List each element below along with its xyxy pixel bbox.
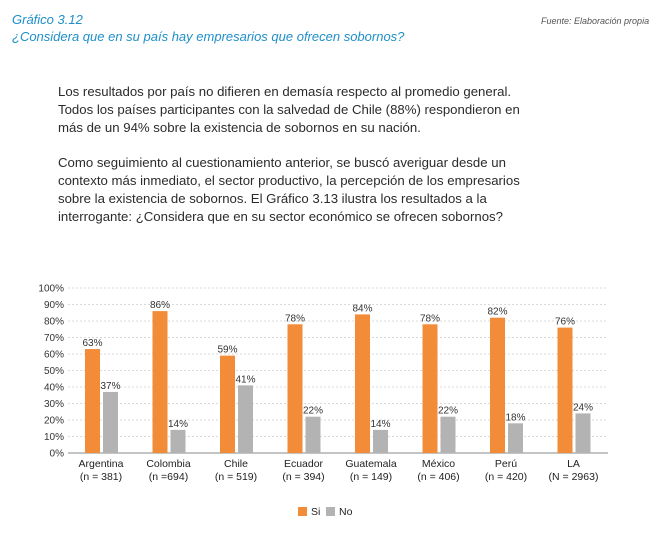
data-label: 86% <box>150 300 170 311</box>
data-label: 59% <box>217 345 237 356</box>
legend-label-si: Si <box>311 506 320 518</box>
category-sample-size: (n = 519) <box>215 471 257 483</box>
legend-label-no: No <box>339 506 353 518</box>
bar-no-3 <box>305 416 321 453</box>
y-tick-label: 70% <box>44 333 64 344</box>
category-label: Guatemala <box>345 458 397 470</box>
data-label: 78% <box>285 313 305 324</box>
figure-question: ¿Considera que en su país hay empresario… <box>12 29 405 44</box>
category-label: Ecuador <box>284 458 324 470</box>
bar-no-6 <box>508 423 523 453</box>
y-tick-label: 90% <box>44 300 64 311</box>
figure-source: Fuente: Elaboración propia <box>541 16 650 26</box>
y-tick-label: 10% <box>44 432 64 443</box>
bar-si-6 <box>490 317 505 453</box>
legend-swatch-no <box>326 507 335 516</box>
bar-si-0 <box>85 349 100 453</box>
y-tick-label: 100% <box>38 284 64 295</box>
category-label: LA <box>567 458 580 470</box>
category-label: Colombia <box>146 458 191 470</box>
category-sample-size: (n = 381) <box>80 471 122 483</box>
data-label: 37% <box>100 381 120 392</box>
category-sample-size: (n = 420) <box>485 471 527 483</box>
y-tick-label: 30% <box>44 399 64 410</box>
data-label: 14% <box>168 419 188 430</box>
bar-si-3 <box>287 324 303 453</box>
data-label: 18% <box>505 412 525 423</box>
paragraph-results: Los resultados por país no difieren en d… <box>58 84 520 135</box>
data-label: 14% <box>370 419 390 430</box>
data-label: 78% <box>420 313 440 324</box>
category-sample-size: (N = 2963) <box>549 471 599 483</box>
bar-si-5 <box>422 324 438 453</box>
data-label: 63% <box>82 338 102 349</box>
data-label: 24% <box>573 402 593 413</box>
y-tick-label: 60% <box>44 350 64 361</box>
y-tick-label: 80% <box>44 317 64 328</box>
y-tick-label: 20% <box>44 416 64 427</box>
y-tick-label: 0% <box>50 449 65 460</box>
figure-number: Gráfico 3.12 <box>12 12 83 27</box>
data-label: 84% <box>352 303 372 314</box>
data-label: 22% <box>303 406 323 417</box>
bar-no-5 <box>440 416 456 453</box>
bar-si-7 <box>557 327 573 453</box>
bar-si-1 <box>152 311 168 453</box>
bar-no-4 <box>373 429 388 453</box>
bar-chart: 0% 10% 20% 30% 40% 50% 60% 70% 80% 90% 100% 63% 86% 5… <box>38 284 608 518</box>
data-label: 41% <box>235 374 255 385</box>
category-sample-size: (n = 406) <box>417 471 459 483</box>
y-tick-label: 40% <box>44 383 64 394</box>
bar-no-7 <box>575 413 591 453</box>
bar-no-2 <box>238 385 253 453</box>
y-tick-label: 50% <box>44 366 64 377</box>
data-label: 22% <box>438 406 458 417</box>
bar-no-1 <box>170 429 186 453</box>
bar-si-2 <box>220 355 235 453</box>
bar-no-0 <box>103 391 118 453</box>
data-label: 82% <box>487 307 507 318</box>
category-sample-size: (n = 394) <box>282 471 324 483</box>
category-label: México <box>422 458 455 470</box>
data-label: 76% <box>555 317 575 328</box>
category-sample-size: (n = 149) <box>350 471 392 483</box>
paragraph-followup: Como seguimiento al cuestionamiento ante… <box>58 155 520 224</box>
category-label: Perú <box>495 458 517 470</box>
legend-swatch-si <box>298 507 307 516</box>
category-label: Chile <box>224 458 248 470</box>
bar-si-4 <box>355 314 370 453</box>
category-sample-size: (n =694) <box>149 471 188 483</box>
category-label: Argentina <box>79 458 124 470</box>
figure-title: Gráfico 3.12 ¿Considera que en su país h… <box>12 11 404 45</box>
